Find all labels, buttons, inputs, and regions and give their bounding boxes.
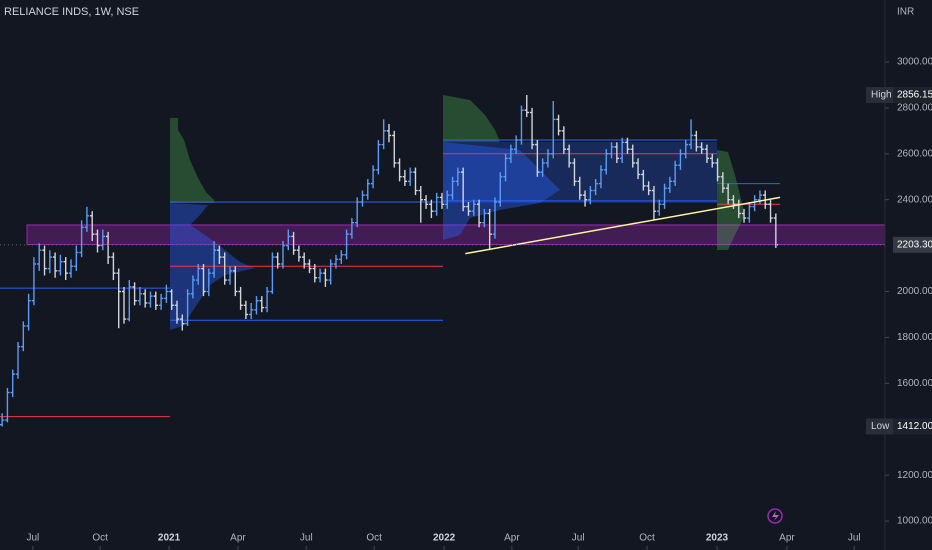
volume-profile-up <box>717 150 745 250</box>
last-price-value: 2203.30 <box>897 240 932 251</box>
low-label: Low <box>871 421 890 432</box>
y-tick-label: 2400.00 <box>897 194 932 205</box>
high-label: High <box>871 90 892 101</box>
y-tick-label: 2800.00 <box>897 103 932 114</box>
x-tick-label: Apr <box>230 533 246 544</box>
x-tick-label: Jul <box>26 533 39 544</box>
last-price-value-badge <box>893 236 932 253</box>
volume-profiles <box>170 95 745 330</box>
high-value: 2856.15 <box>897 90 932 101</box>
high-value-badge <box>893 86 932 103</box>
low-value-badge <box>893 418 932 435</box>
y-tick-label: 2000.00 <box>897 286 932 297</box>
x-tick-label: 2023 <box>706 533 729 544</box>
x-tick-label: Oct <box>639 533 655 544</box>
y-tick-label: 1000.00 <box>897 516 932 527</box>
x-tick-label: Jul <box>300 533 313 544</box>
trend-line <box>465 196 781 255</box>
y-tick-label: 1600.00 <box>897 378 932 389</box>
x-tick-label: Oct <box>366 533 382 544</box>
currency-label: INR <box>897 7 914 18</box>
alert-icon[interactable] <box>767 508 783 524</box>
volume-profile-down <box>443 142 560 240</box>
volume-profile-up <box>170 118 214 203</box>
chart-title: RELIANCE INDS, 1W, NSE <box>4 6 139 18</box>
alert-icon-bolt <box>772 511 779 521</box>
volume-profile-up <box>443 95 500 142</box>
x-tick-label: 2021 <box>158 533 181 544</box>
x-tick-label: 2022 <box>433 533 456 544</box>
low-value: 1412.00 <box>897 421 932 432</box>
x-tick-label: Jul <box>848 533 861 544</box>
high-badge <box>866 86 893 103</box>
y-tick-label: 1800.00 <box>897 332 932 343</box>
y-tick-label: 2600.00 <box>897 148 932 159</box>
y-tick-label: 3000.00 <box>897 57 932 68</box>
low-badge <box>866 418 893 435</box>
x-tick-label: Oct <box>92 533 108 544</box>
x-tick-label: Apr <box>779 533 795 544</box>
x-tick-label: Apr <box>504 533 520 544</box>
x-tick-label: Jul <box>572 533 585 544</box>
y-tick-label: 1200.00 <box>897 470 932 481</box>
